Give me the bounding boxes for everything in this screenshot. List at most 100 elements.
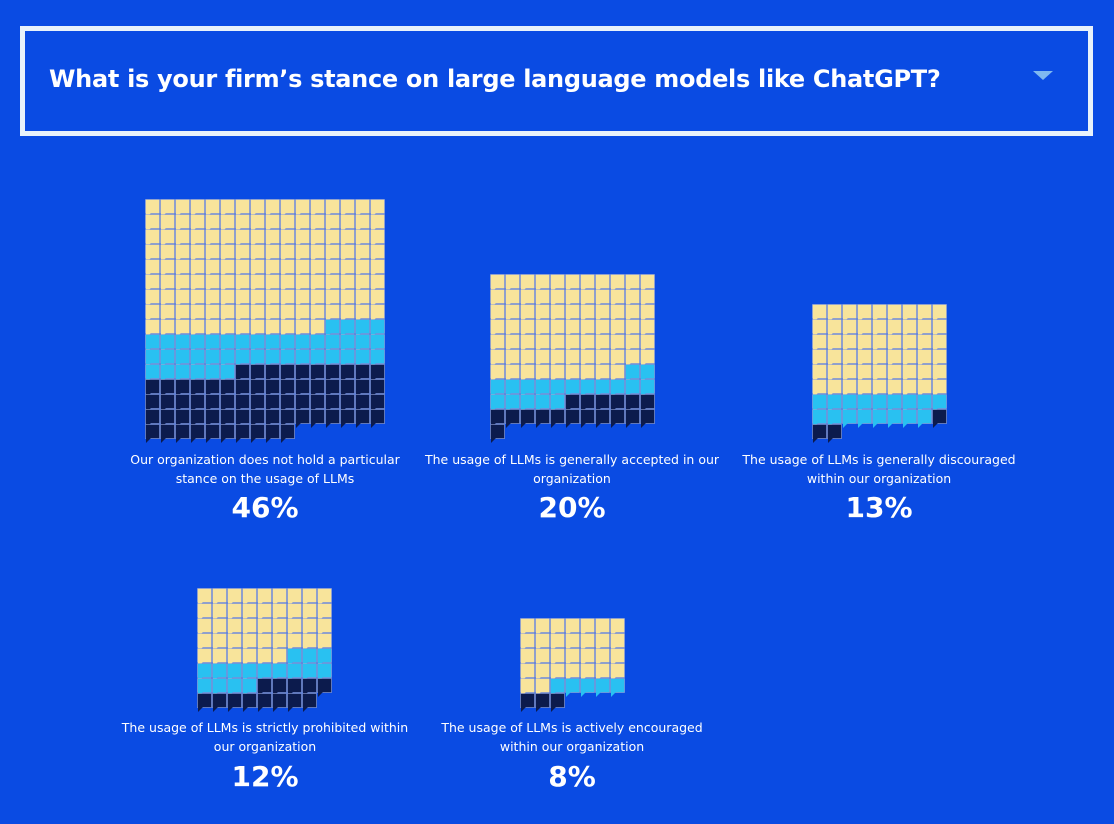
- waffle-unit-tail: [191, 438, 196, 443]
- waffle-unit: [257, 588, 272, 603]
- waffle-unit-tail: [596, 692, 601, 697]
- waffle-unit: [175, 259, 190, 274]
- waffle-unit: [505, 319, 520, 334]
- waffle-unit: [265, 319, 280, 334]
- waffle-unit: [520, 633, 535, 648]
- waffle-unit: [887, 304, 902, 319]
- waffle-unit: [280, 289, 295, 304]
- waffle-chart-encouraged: [520, 618, 625, 714]
- waffle-unit: [280, 364, 295, 379]
- waffle-unit: [490, 409, 505, 424]
- waffle-unit: [265, 214, 280, 229]
- waffle-chart-discouraged: [812, 304, 947, 445]
- waffle-grid: [520, 618, 625, 712]
- waffle-unit-tail: [341, 423, 346, 428]
- waffle-unit: [295, 229, 310, 244]
- waffle-chart-no-stance: [145, 199, 385, 445]
- waffle-unit: [610, 379, 625, 394]
- waffle-unit: [272, 618, 287, 633]
- waffle-unit: [310, 349, 325, 364]
- waffle-unit: [227, 633, 242, 648]
- waffle-unit-tail: [581, 423, 586, 428]
- waffle-unit: [280, 304, 295, 319]
- waffle-unit: [610, 633, 625, 648]
- waffle-unit: [580, 379, 595, 394]
- waffle-unit: [280, 424, 295, 439]
- waffle-unit: [175, 424, 190, 439]
- waffle-unit-tail: [371, 423, 376, 428]
- waffle-unit: [355, 319, 370, 334]
- waffle-unit: [265, 334, 280, 349]
- waffle-unit: [317, 603, 332, 618]
- waffle-unit: [340, 364, 355, 379]
- waffle-unit-tail: [918, 423, 923, 428]
- waffle-unit: [550, 349, 565, 364]
- waffle-unit: [302, 603, 317, 618]
- waffle-unit: [917, 409, 932, 424]
- waffle-unit: [370, 259, 385, 274]
- waffle-unit: [887, 349, 902, 364]
- waffle-unit: [242, 618, 257, 633]
- waffle-unit: [190, 244, 205, 259]
- waffle-unit: [280, 229, 295, 244]
- waffle-unit: [550, 334, 565, 349]
- waffle-unit: [310, 379, 325, 394]
- waffle-unit: [220, 424, 235, 439]
- waffle-unit-tail: [236, 438, 241, 443]
- waffle-unit: [550, 693, 565, 708]
- waffle-unit: [325, 259, 340, 274]
- waffle-unit: [317, 678, 332, 693]
- waffle-unit: [235, 379, 250, 394]
- waffle-unit: [640, 274, 655, 289]
- waffle-unit: [287, 678, 302, 693]
- waffle-unit: [160, 409, 175, 424]
- waffle-unit: [145, 424, 160, 439]
- waffle-unit: [190, 334, 205, 349]
- waffle-unit: [190, 304, 205, 319]
- chevron-down-icon[interactable]: [1033, 71, 1053, 80]
- percent-value: 8%: [548, 760, 596, 793]
- waffle-unit: [145, 334, 160, 349]
- waffle-unit: [280, 409, 295, 424]
- waffle-unit: [842, 319, 857, 334]
- waffle-unit-tail: [311, 423, 316, 428]
- waffle-unit: [565, 364, 580, 379]
- waffle-unit-tail: [198, 707, 203, 712]
- question-accordion[interactable]: What is your firm’s stance on large lang…: [20, 26, 1093, 136]
- waffle-unit: [190, 319, 205, 334]
- waffle-unit: [145, 319, 160, 334]
- waffle-unit: [190, 394, 205, 409]
- waffle-unit: [257, 693, 272, 708]
- waffle-unit: [160, 334, 175, 349]
- waffle-unit-tail: [206, 438, 211, 443]
- waffle-unit: [595, 663, 610, 678]
- waffle-unit: [220, 289, 235, 304]
- waffle-unit: [227, 588, 242, 603]
- waffle-unit: [550, 379, 565, 394]
- waffle-unit: [295, 244, 310, 259]
- waffle-unit: [370, 394, 385, 409]
- waffle-unit: [160, 289, 175, 304]
- waffle-unit: [190, 259, 205, 274]
- waffle-unit: [295, 199, 310, 214]
- waffle-unit: [205, 379, 220, 394]
- waffle-unit: [827, 304, 842, 319]
- waffle-unit: [887, 334, 902, 349]
- waffle-unit: [640, 334, 655, 349]
- category-label: Our organization does not hold a particu…: [130, 452, 400, 486]
- percent-value: 46%: [231, 491, 299, 524]
- waffle-unit: [227, 603, 242, 618]
- waffle-unit: [565, 274, 580, 289]
- waffle-unit: [370, 244, 385, 259]
- waffle-unit: [235, 304, 250, 319]
- waffle-unit: [160, 349, 175, 364]
- waffle-unit: [535, 678, 550, 693]
- waffle-unit: [565, 334, 580, 349]
- waffle-unit-tail: [296, 423, 301, 428]
- waffle-unit: [212, 663, 227, 678]
- waffle-unit: [505, 334, 520, 349]
- waffle-unit: [535, 633, 550, 648]
- waffle-unit: [325, 244, 340, 259]
- waffle-unit: [902, 409, 917, 424]
- waffle-unit-tail: [146, 438, 151, 443]
